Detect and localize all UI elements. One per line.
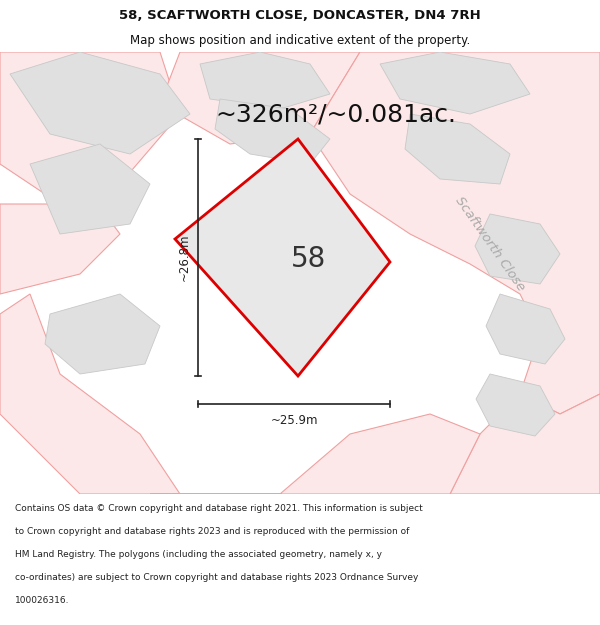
Text: Scaftworth Close: Scaftworth Close bbox=[452, 194, 527, 294]
Text: to Crown copyright and database rights 2023 and is reproduced with the permissio: to Crown copyright and database rights 2… bbox=[15, 528, 409, 536]
Polygon shape bbox=[10, 52, 190, 154]
Polygon shape bbox=[45, 294, 160, 374]
Polygon shape bbox=[175, 139, 390, 376]
Text: Contains OS data © Crown copyright and database right 2021. This information is : Contains OS data © Crown copyright and d… bbox=[15, 504, 423, 514]
Text: 58, SCAFTWORTH CLOSE, DONCASTER, DN4 7RH: 58, SCAFTWORTH CLOSE, DONCASTER, DN4 7RH bbox=[119, 9, 481, 22]
Polygon shape bbox=[310, 52, 600, 414]
Polygon shape bbox=[486, 294, 565, 364]
Polygon shape bbox=[150, 414, 480, 494]
Text: 100026316.: 100026316. bbox=[15, 596, 70, 605]
Polygon shape bbox=[200, 52, 330, 109]
Polygon shape bbox=[215, 99, 330, 164]
Polygon shape bbox=[380, 52, 530, 114]
Polygon shape bbox=[160, 52, 360, 144]
Polygon shape bbox=[476, 374, 555, 436]
Text: HM Land Registry. The polygons (including the associated geometry, namely x, y: HM Land Registry. The polygons (includin… bbox=[15, 551, 382, 559]
Polygon shape bbox=[30, 144, 150, 234]
Text: ~326m²/~0.081ac.: ~326m²/~0.081ac. bbox=[215, 102, 456, 126]
Polygon shape bbox=[475, 214, 560, 284]
Polygon shape bbox=[400, 394, 600, 494]
Text: Map shows position and indicative extent of the property.: Map shows position and indicative extent… bbox=[130, 34, 470, 47]
Polygon shape bbox=[405, 114, 510, 184]
Polygon shape bbox=[0, 194, 120, 294]
Text: ~25.9m: ~25.9m bbox=[270, 414, 318, 426]
Polygon shape bbox=[0, 52, 180, 204]
Text: co-ordinates) are subject to Crown copyright and database rights 2023 Ordnance S: co-ordinates) are subject to Crown copyr… bbox=[15, 573, 418, 582]
Polygon shape bbox=[0, 294, 180, 494]
Text: ~26.8m: ~26.8m bbox=[178, 234, 191, 281]
Text: 58: 58 bbox=[290, 245, 326, 273]
